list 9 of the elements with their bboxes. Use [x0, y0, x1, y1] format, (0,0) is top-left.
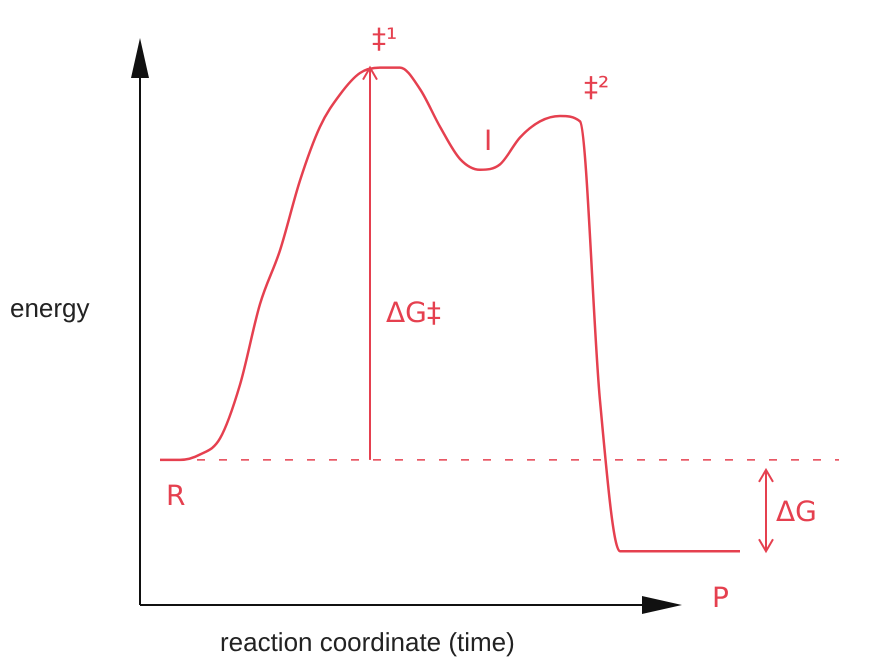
annotation: ‡²	[584, 70, 610, 104]
annotation: I	[484, 124, 492, 158]
x-axis-title: reaction coordinate (time)	[220, 627, 515, 658]
annotation: R	[166, 478, 186, 512]
text: ΔG	[776, 494, 817, 528]
annotation: ΔG‡	[386, 296, 441, 330]
annotation: P	[712, 580, 729, 614]
y-axis-title: energy	[10, 293, 90, 324]
text: ‡¹	[372, 22, 398, 56]
